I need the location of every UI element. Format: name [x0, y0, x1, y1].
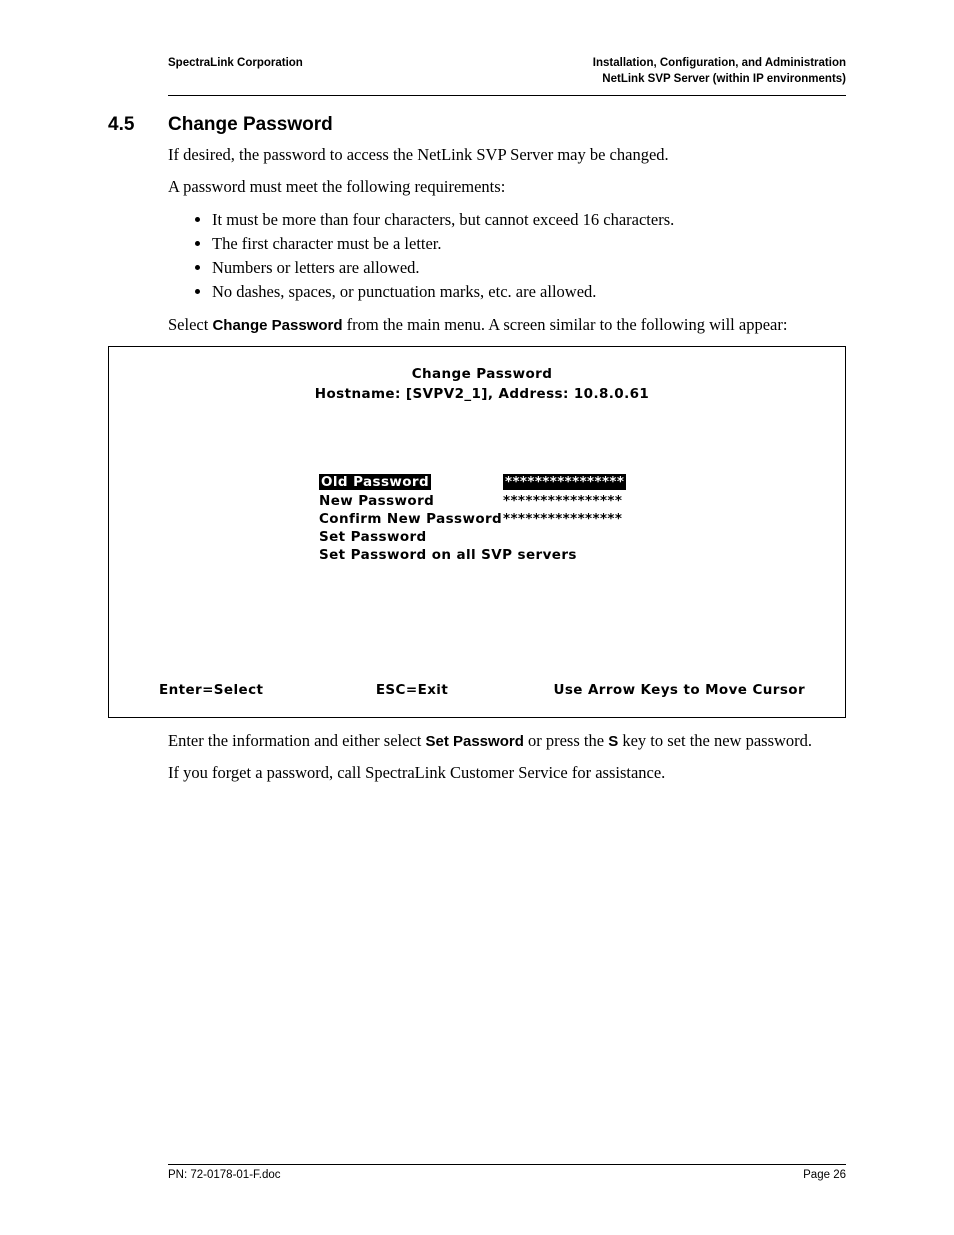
terminal-footer-mid: ESC=Exit [319, 681, 505, 699]
terminal-row: Old Password **************** [319, 473, 805, 491]
section: 4.5 Change Password If desired, the pass… [108, 114, 846, 784]
section-number: 4.5 [108, 114, 168, 136]
paragraph-1: If desired, the password to access the N… [168, 144, 846, 166]
p4-bold2: S [608, 733, 618, 750]
body: If desired, the password to access the N… [168, 144, 846, 784]
terminal-label: New Password [319, 492, 503, 510]
paragraph-3: Select Change Password from the main men… [168, 314, 846, 336]
terminal-label: Set Password [319, 528, 503, 546]
bullet-item: It must be more than four characters, bu… [212, 209, 846, 231]
paragraph-2: A password must meet the following requi… [168, 176, 846, 198]
p4-mid: or press the [524, 731, 608, 750]
footer-row: PN: 72-0178-01-F.doc Page 26 [168, 1169, 846, 1181]
p3-bold: Change Password [212, 317, 342, 334]
terminal-row: Set Password [319, 528, 805, 546]
p3-pre: Select [168, 315, 212, 334]
p4-pre: Enter the information and either select [168, 731, 425, 750]
page: SpectraLink Corporation Installation, Co… [0, 0, 954, 1235]
terminal-host: Hostname: [SVPV2_1], Address: 10.8.0.61 [159, 385, 805, 403]
terminal-footer: Enter=Select ESC=Exit Use Arrow Keys to … [159, 681, 805, 699]
terminal-screenshot: Change Password Hostname: [SVPV2_1], Add… [108, 346, 846, 718]
terminal-title: Change Password [159, 365, 805, 383]
header-right-line2: NetLink SVP Server (within IP environmen… [593, 72, 846, 88]
p4-bold1: Set Password [425, 733, 523, 750]
footer-rule [168, 1164, 846, 1165]
header-rule [168, 95, 846, 96]
header-right: Installation, Configuration, and Adminis… [593, 56, 846, 87]
terminal-label-highlight: Old Password [319, 474, 431, 490]
section-title: Change Password [168, 114, 333, 136]
header-left: SpectraLink Corporation [168, 56, 303, 87]
p3-post: from the main menu. A screen similar to … [343, 315, 788, 334]
terminal-row: Confirm New Password **************** [319, 510, 805, 528]
terminal-label: Set Password on all SVP servers [319, 546, 577, 564]
terminal-label: Old Password [319, 473, 503, 491]
terminal-value: **************** [503, 473, 626, 491]
bullet-item: No dashes, spaces, or punctuation marks,… [212, 281, 846, 303]
page-footer: PN: 72-0178-01-F.doc Page 26 [108, 1164, 846, 1181]
terminal-row: Set Password on all SVP servers [319, 546, 805, 564]
paragraph-5: If you forget a password, call SpectraLi… [168, 762, 846, 784]
section-heading: 4.5 Change Password [108, 114, 846, 136]
footer-left: PN: 72-0178-01-F.doc [168, 1169, 281, 1181]
p4-post: key to set the new password. [618, 731, 812, 750]
footer-right: Page 26 [803, 1169, 846, 1181]
terminal-row: New Password **************** [319, 492, 805, 510]
page-header: SpectraLink Corporation Installation, Co… [108, 56, 846, 87]
terminal-label: Confirm New Password [319, 510, 503, 528]
header-right-line1: Installation, Configuration, and Adminis… [593, 56, 846, 72]
bullet-item: Numbers or letters are allowed. [212, 257, 846, 279]
terminal-value: **************** [503, 492, 622, 510]
bullet-list: It must be more than four characters, bu… [168, 209, 846, 304]
paragraph-4: Enter the information and either select … [168, 730, 846, 752]
terminal-fields: Old Password **************** New Passwo… [319, 473, 805, 564]
bullet-item: The first character must be a letter. [212, 233, 846, 255]
terminal-value: **************** [503, 510, 622, 528]
terminal-footer-right: Use Arrow Keys to Move Cursor [505, 681, 805, 699]
terminal-value-highlight: **************** [503, 474, 626, 490]
